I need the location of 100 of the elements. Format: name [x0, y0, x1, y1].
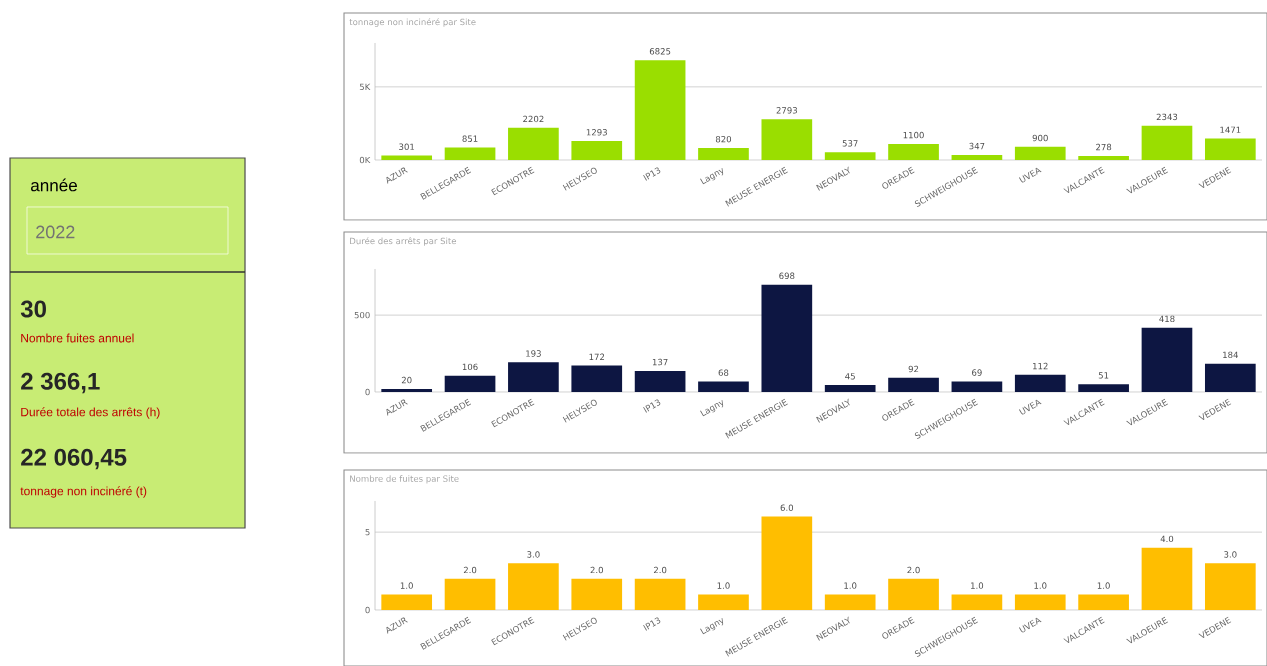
y-tick-label: 0K [359, 156, 371, 164]
data-label: 184 [1223, 351, 1238, 359]
bar [1078, 155, 1129, 160]
bar [634, 60, 686, 160]
bar [444, 578, 496, 610]
bar [1204, 138, 1256, 160]
data-label: 1.0 [971, 582, 984, 589]
bar [1204, 363, 1256, 392]
data-label: 851 [462, 135, 478, 142]
bar [634, 370, 686, 392]
data-label: 698 [779, 272, 795, 280]
data-label: 2343 [1156, 113, 1178, 121]
bar [1204, 563, 1256, 610]
data-label: 20 [401, 376, 412, 384]
bar [444, 375, 496, 392]
data-label: 6825 [649, 48, 671, 55]
y-tick-label: 0 [365, 606, 370, 614]
data-label: 278 [1096, 143, 1112, 151]
bar [571, 365, 623, 392]
data-label: 2.0 [590, 566, 603, 574]
data-label: 1.0 [400, 582, 413, 589]
bar [951, 154, 1003, 160]
bar [508, 563, 559, 610]
bar [824, 385, 876, 392]
data-label: 112 [1033, 362, 1048, 370]
chart-title: tonnage non incinéré par Site [349, 18, 476, 27]
bar [761, 119, 813, 160]
bar [571, 141, 623, 160]
bar [444, 147, 496, 160]
bar [951, 381, 1003, 392]
x-tick-label: IP13 [643, 167, 661, 181]
chart-title: Durée des arrêts par Site [350, 237, 457, 246]
text: 22 060,45 [21, 448, 127, 470]
bar [508, 127, 559, 160]
data-label: 2.0 [907, 566, 920, 574]
bar [824, 152, 876, 160]
data-label: 4.0 [1160, 535, 1174, 543]
data-label: 1.0 [717, 582, 730, 589]
data-label: 51 [1098, 372, 1109, 379]
data-label: 820 [715, 135, 732, 143]
data-label: 2.0 [653, 566, 667, 574]
data-label: 301 [399, 143, 415, 150]
bar [824, 594, 876, 610]
text: année [31, 178, 77, 192]
text: Durée totale des arrêts (h) [21, 407, 160, 419]
data-label: 2202 [523, 115, 544, 123]
data-label: 106 [462, 363, 478, 371]
text: Nombre fuites annuel [21, 333, 134, 343]
bar [1014, 374, 1066, 392]
bar [698, 147, 749, 160]
bar [381, 388, 433, 392]
bar [698, 594, 749, 610]
bar [1141, 125, 1193, 160]
data-label: 3.0 [527, 551, 540, 558]
text: 2 366,1 [21, 372, 100, 394]
x-tick-label: IP13 [643, 617, 661, 631]
bar [951, 594, 1003, 610]
data-label: 137 [652, 358, 668, 366]
data-label: 900 [1032, 134, 1048, 142]
bar [1014, 594, 1066, 610]
data-label: 418 [1159, 315, 1175, 323]
bar [888, 578, 939, 610]
bar [888, 377, 939, 392]
chart-title: Nombre de fuites par Site [350, 475, 459, 484]
data-label: 347 [969, 142, 985, 150]
bar [888, 143, 939, 160]
data-label: 2793 [776, 107, 797, 114]
text: tonnage non incinéré (t) [20, 486, 147, 498]
bar [698, 381, 749, 392]
data-label: 92 [908, 365, 919, 373]
data-label: 1.0 [1034, 582, 1047, 589]
x-tick-label: IP13 [643, 399, 661, 413]
data-label: 69 [972, 369, 982, 376]
y-tick-label: 5K [359, 83, 371, 91]
data-label: 45 [845, 373, 855, 380]
bar [508, 362, 559, 392]
bar [1014, 146, 1066, 160]
data-label: 3.0 [1224, 551, 1237, 558]
bar [381, 155, 433, 160]
bar [1078, 594, 1129, 610]
text: 2022 [36, 225, 75, 239]
bar [1141, 547, 1193, 610]
data-label: 1100 [903, 131, 924, 139]
data-label: 193 [526, 350, 541, 357]
data-label: 1471 [1220, 126, 1241, 133]
data-label: 68 [718, 369, 729, 376]
data-label: 1.0 [844, 582, 857, 589]
y-tick-label: 0 [365, 388, 370, 396]
bar [761, 516, 813, 610]
data-label: 537 [842, 140, 858, 147]
y-tick-label: 5 [365, 528, 370, 536]
bar [761, 284, 813, 392]
bar [1078, 384, 1129, 392]
data-label: 1293 [586, 129, 607, 136]
data-label: 1.0 [1097, 582, 1110, 589]
bar [571, 578, 623, 610]
bar [381, 594, 433, 610]
bar [1141, 327, 1193, 392]
data-label: 6.0 [780, 504, 794, 511]
data-label: 172 [589, 353, 605, 360]
